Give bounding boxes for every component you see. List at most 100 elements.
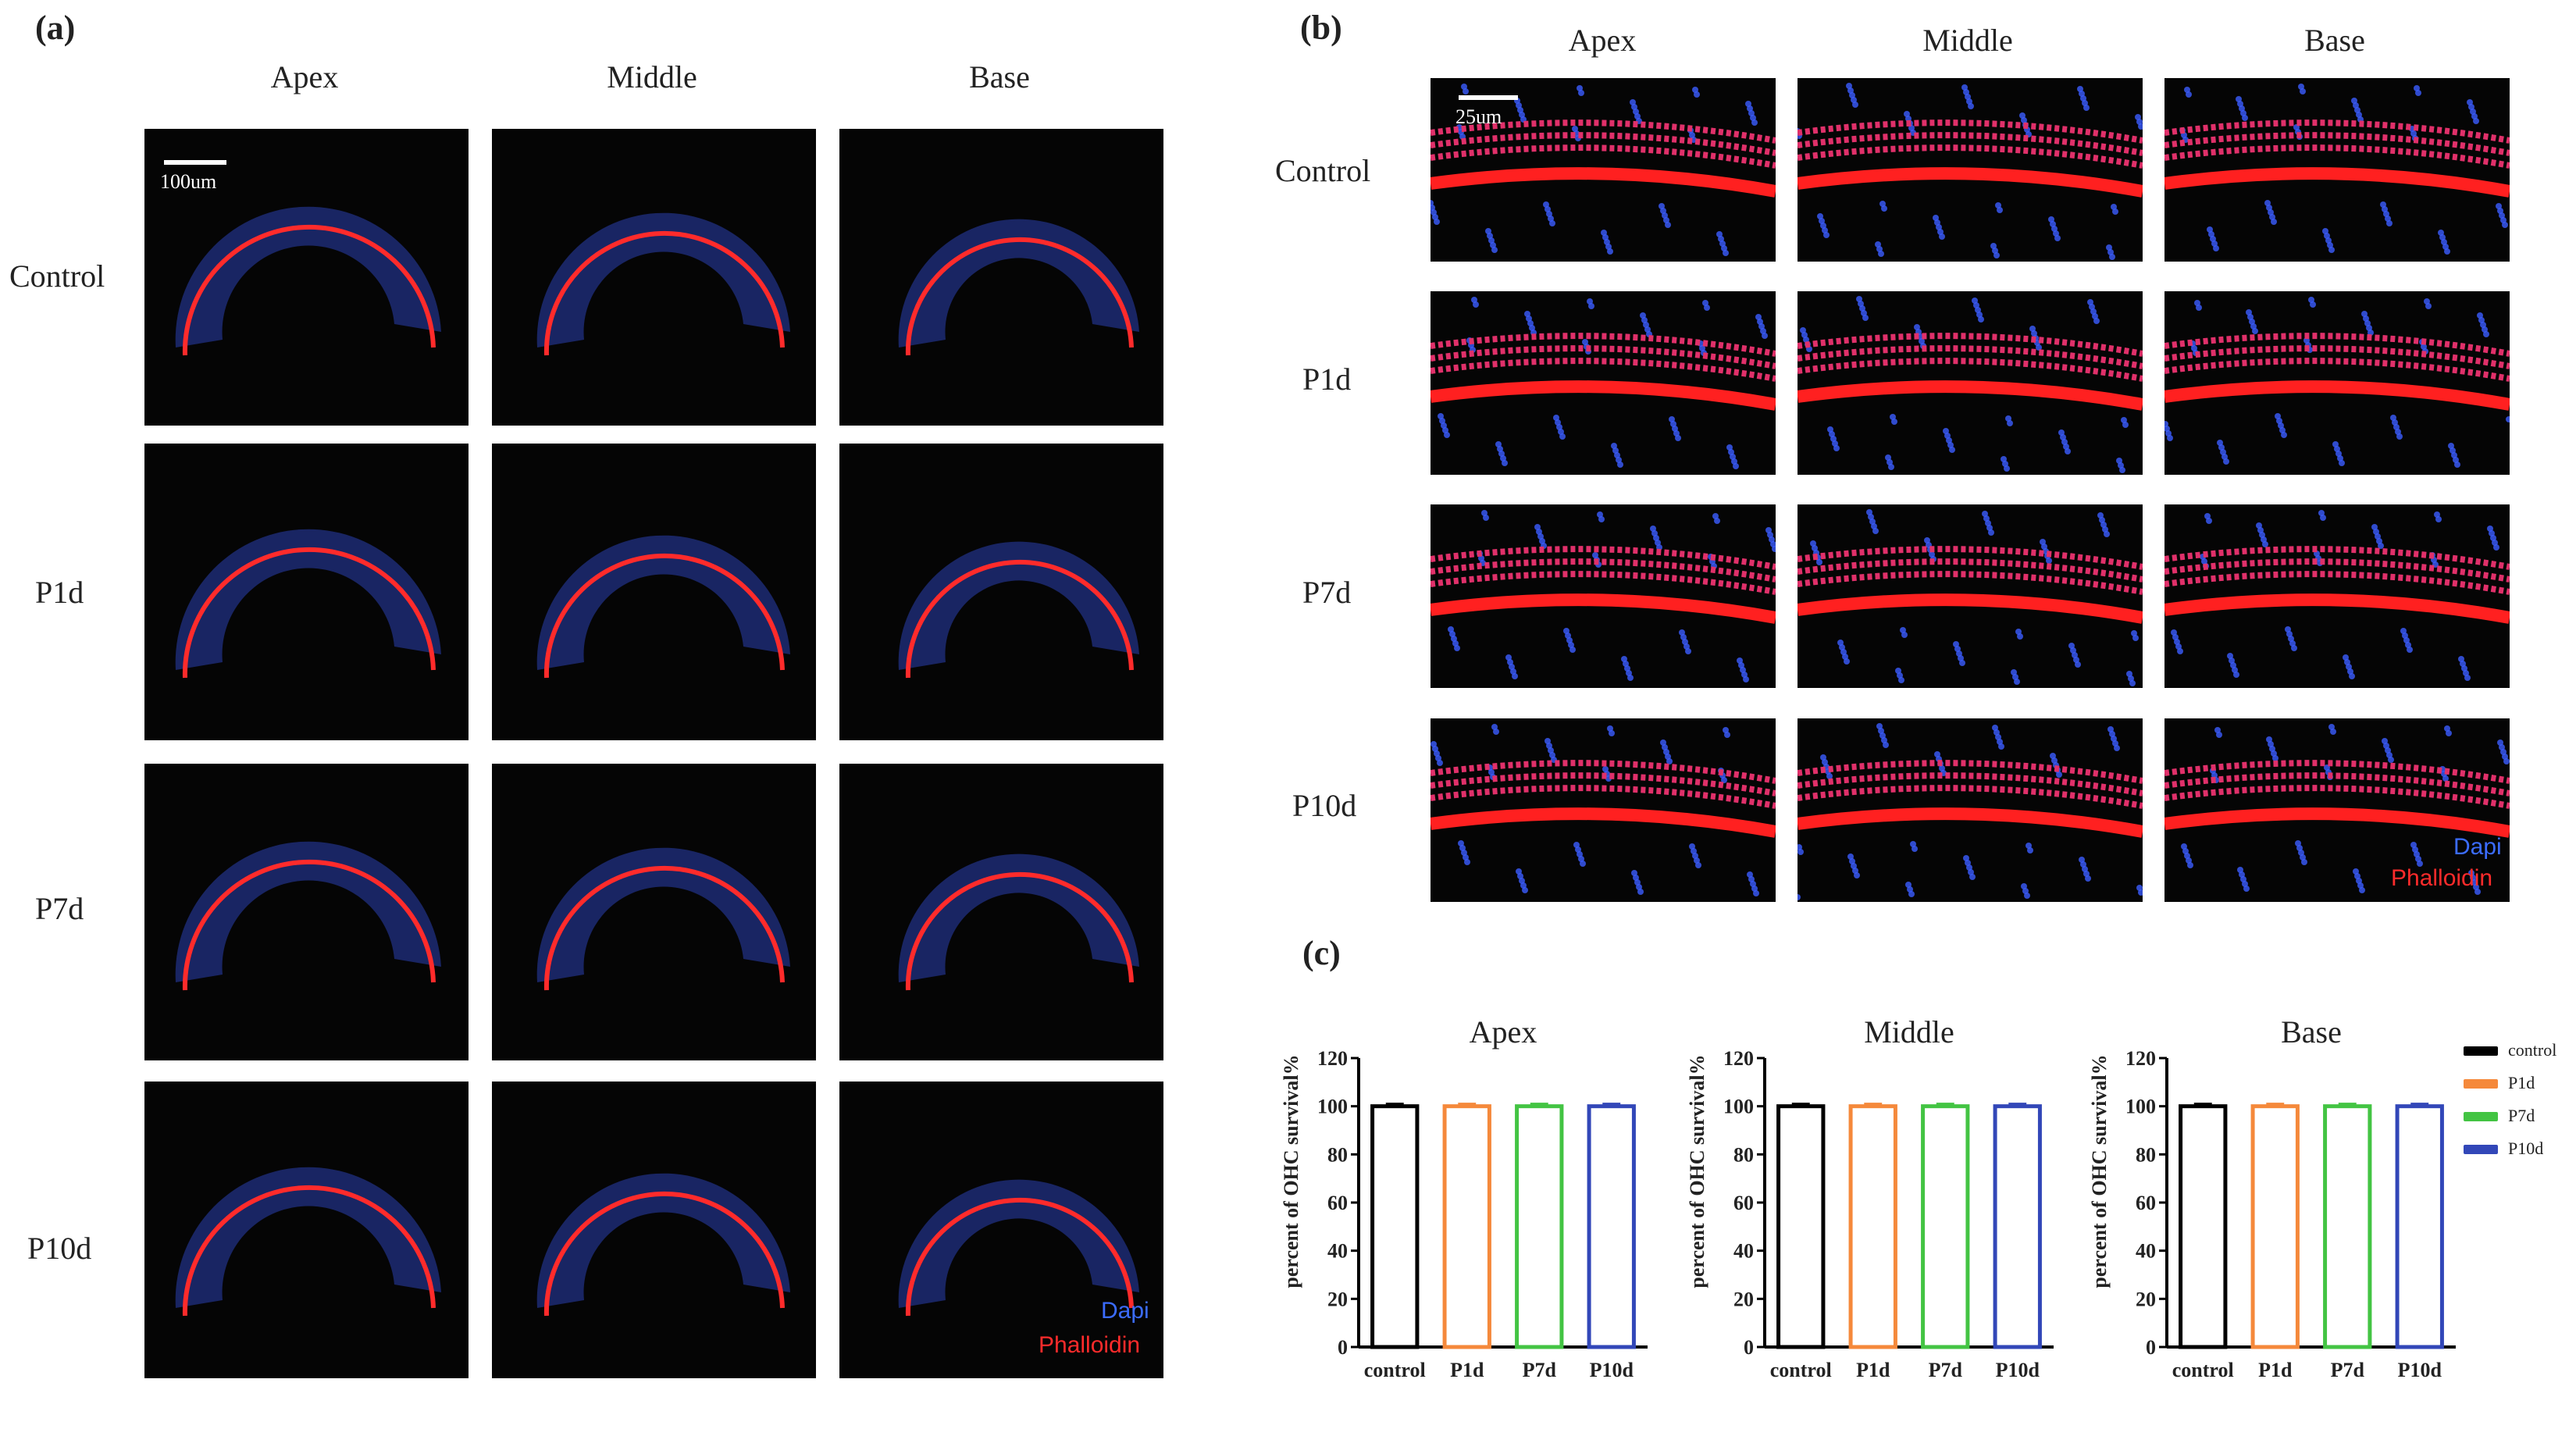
panel-a-image-p10d-base [839, 1082, 1163, 1378]
panel-b-col-middle: Middle [1922, 23, 2013, 58]
panel-b-scale-label: 25um [1455, 105, 1502, 128]
panel-b-label: (b) [1300, 9, 1342, 47]
panel-b-image-p1d-apex [1431, 291, 1776, 475]
panel-a-row-p10d: P10d [27, 1231, 92, 1266]
y-axis-label: percent of OHC survival% [2088, 1054, 2111, 1288]
panel-a-image-p7d-middle [492, 764, 816, 1060]
panel-a-image-control-base [839, 129, 1163, 426]
x-tick-label: P1d [2258, 1359, 2293, 1381]
panel-c-label: (c) [1302, 934, 1341, 972]
panel-a-phalloidin-label: Phalloidin [1039, 1332, 1141, 1358]
bar-control [1370, 1104, 1420, 1349]
y-tick-label: 100 [1723, 1096, 1754, 1118]
legend-swatch-control [2464, 1046, 2498, 1056]
panel-a-image-p1d-middle [492, 444, 816, 740]
bar-p1d [1442, 1104, 1491, 1349]
y-tick-label: 100 [2125, 1096, 2156, 1118]
panel-a-image-p1d-base [839, 444, 1163, 740]
bar-p10d [2395, 1104, 2444, 1349]
panel-a-image-p1d-apex [144, 444, 469, 740]
bar-p10d [1587, 1104, 1636, 1349]
panel-b-image-p7d-base [2164, 504, 2510, 688]
x-tick-label: P7d [1523, 1359, 1557, 1381]
x-tick-label: P1d [1450, 1359, 1484, 1381]
y-tick-label: 80 [1327, 1143, 1348, 1166]
panel-a-col-apex: Apex [270, 59, 339, 94]
panel-a-scale-bar [164, 160, 226, 165]
panel-a-row-p1d: P1d [35, 575, 84, 610]
legend-swatch-p10d [2464, 1145, 2498, 1154]
bar-p1d [1848, 1104, 1897, 1349]
bar-p7d [1515, 1104, 1564, 1349]
chart-middle: Middle 0 20 40 60 80 100 120 percent of OHC surv… [1679, 964, 2077, 1425]
panel-a-row-p7d: P7d [35, 891, 84, 926]
panel-a-col-base: Base [969, 59, 1030, 94]
panel-a-label: (a) [35, 9, 76, 47]
panel-a-image-control-apex [144, 129, 469, 426]
panel-a-row-control: Control [9, 258, 105, 294]
panel-a-image-p7d-apex [144, 764, 469, 1060]
bar-control [2179, 1104, 2228, 1349]
panel-b-image-p7d-apex [1431, 504, 1776, 688]
panel-a-dapi-label: Dapi [1101, 1298, 1149, 1324]
panel-b-image-control-middle [1797, 78, 2143, 262]
x-tick-label: P10d [1590, 1359, 1634, 1381]
x-tick-label: control [1770, 1359, 1832, 1381]
panel-b-image-control-base [2164, 78, 2510, 262]
y-tick-label: 0 [1338, 1336, 1348, 1359]
chart-title: Middle [1864, 1014, 1954, 1049]
y-tick-label: 80 [2136, 1143, 2156, 1166]
y-tick-label: 20 [1733, 1288, 1754, 1310]
panel-b-col-base: Base [2304, 23, 2365, 58]
x-tick-label: control [1364, 1359, 1426, 1381]
bar-p1d [2250, 1104, 2300, 1349]
panel-b-image-p1d-middle [1797, 291, 2143, 475]
panel-b-col-apex: Apex [1568, 23, 1637, 58]
chart-middle-svg: Middle 0 20 40 60 80 100 120 percent of OHC surv… [1686, 1014, 2054, 1381]
bar-p7d [1921, 1104, 1970, 1349]
legend-swatch-p1d [2464, 1079, 2498, 1089]
panel-a-scale-label: 100um [160, 170, 217, 193]
x-tick-label: P10d [2398, 1359, 2442, 1381]
legend-swatch-p7d [2464, 1112, 2498, 1121]
chart-title: Base [2281, 1014, 2342, 1049]
y-tick-label: 100 [1317, 1096, 1348, 1118]
bar-control [1776, 1104, 1826, 1349]
panel-b-image-p10d-base [2164, 718, 2510, 902]
panel-b-row-p10d: P10d [1292, 788, 1357, 823]
panel-a-image-p10d-apex [144, 1082, 469, 1378]
chart-base-svg: Base 0 20 40 60 80 100 120 percent of OHC surviv… [2088, 1014, 2456, 1381]
panel-b-image-p7d-middle [1797, 504, 2143, 688]
y-tick-label: 0 [2146, 1336, 2156, 1359]
chart-base: Base 0 20 40 60 80 100 120 percent of OHC surviv… [2081, 964, 2479, 1425]
panel-b-scale-bar [1459, 95, 1518, 100]
chart-title: Apex [1470, 1014, 1537, 1049]
y-tick-label: 20 [1327, 1288, 1348, 1310]
y-tick-label: 40 [1733, 1240, 1754, 1263]
panel-a-image-p7d-base [839, 764, 1163, 1060]
y-tick-label: 120 [1317, 1047, 1348, 1070]
panel-b-row-p1d: P1d [1302, 362, 1352, 397]
y-axis-label: percent of OHC survival% [1686, 1054, 1708, 1288]
x-tick-label: control [2172, 1359, 2234, 1381]
panel-b-dapi-label: Dapi [2453, 834, 2502, 860]
chart-apex-svg: Apex 0 20 40 60 80 100 120 percent of OHC surviv… [1280, 1014, 1648, 1381]
y-tick-label: 60 [2136, 1192, 2156, 1214]
bar-p10d [1993, 1104, 2042, 1349]
y-tick-label: 0 [1744, 1336, 1754, 1359]
legend-label-control: control [2508, 1040, 2557, 1060]
y-tick-label: 40 [2136, 1240, 2156, 1263]
legend-label-p1d: P1d [2508, 1073, 2535, 1092]
panel-b-image-control-apex [1431, 78, 1776, 262]
legend-label-p7d: P7d [2508, 1106, 2535, 1125]
x-tick-label: P10d [1996, 1359, 2040, 1381]
y-tick-label: 120 [1723, 1047, 1754, 1070]
y-tick-label: 80 [1733, 1143, 1754, 1166]
panel-b-image-p10d-middle [1797, 718, 2143, 902]
x-tick-label: P7d [1929, 1359, 1963, 1381]
y-tick-label: 60 [1327, 1192, 1348, 1214]
y-tick-label: 20 [2136, 1288, 2156, 1310]
panel-a-col-middle: Middle [607, 59, 697, 94]
x-tick-label: P7d [2331, 1359, 2365, 1381]
panel-b-row-control: Control [1275, 153, 1371, 188]
